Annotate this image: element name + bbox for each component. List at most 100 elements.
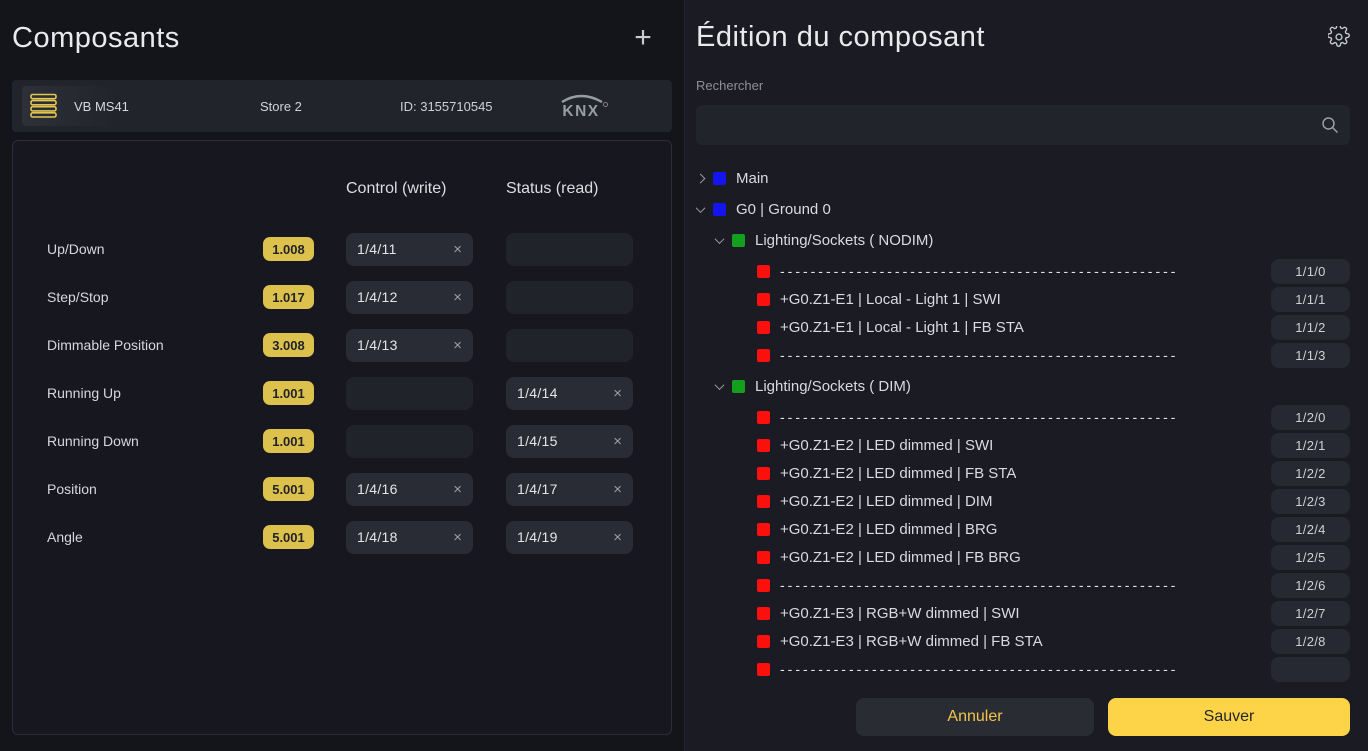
chevron-down-icon[interactable] [696, 202, 706, 213]
device-id: ID: 3155710545 [400, 98, 493, 114]
group-color-square [732, 233, 745, 247]
clear-icon[interactable]: × [453, 336, 462, 354]
control-column-header: Control (write) [346, 180, 447, 197]
chevron-down-icon[interactable] [714, 233, 725, 244]
search-box [696, 105, 1350, 145]
group-address-tree: Main G0 | Ground 0 Lighting/Sockets ( NO… [696, 161, 1350, 692]
component-list-item[interactable]: VB MS41 Store 2 ID: 3155710545 KNX [12, 80, 672, 132]
tree-group-row[interactable]: G0 | Ground 0 [696, 195, 1350, 223]
item-color-square [757, 466, 770, 480]
tree-item-row[interactable]: ----------------------------------------… [696, 403, 1350, 431]
clear-icon[interactable]: × [453, 528, 462, 546]
add-component-button[interactable]: + [626, 21, 660, 55]
clear-icon[interactable]: × [453, 480, 462, 498]
table-row: Step/Stop 1.017 1/4/12 × [47, 273, 671, 321]
tree-group-row[interactable]: Lighting/Sockets ( DIM) [696, 372, 1350, 400]
status-address-value: 1/4/17 [517, 481, 558, 497]
table-header-row: Control (write) Status (read) [47, 175, 671, 203]
group-color-square [732, 379, 745, 393]
tree-item-row[interactable]: ----------------------------------------… [696, 571, 1350, 599]
tree-item-label: ----------------------------------------… [780, 661, 1179, 677]
clear-icon[interactable]: × [453, 240, 462, 258]
tree-item-row[interactable]: +G0.Z1-E3 | RGB+W dimmed | FB STA 1/2/8 [696, 627, 1350, 655]
tree-item-row[interactable]: ----------------------------------------… [696, 257, 1350, 285]
table-row: Angle 5.001 1/4/18 × 1/4/19 × [47, 513, 671, 561]
control-address-input[interactable] [346, 424, 473, 458]
row-label: Position [47, 481, 97, 497]
chevron-right-icon[interactable] [696, 173, 706, 183]
group-address-badge [1271, 656, 1350, 682]
status-address-input[interactable]: 1/4/15 × [506, 424, 633, 458]
control-address-input[interactable]: 1/4/11 × [346, 232, 473, 266]
search-input[interactable] [696, 105, 1350, 145]
group-color-square [713, 171, 726, 185]
item-color-square [757, 522, 770, 536]
group-address-badge: 1/2/5 [1271, 544, 1350, 570]
status-address-value: 1/4/19 [517, 529, 558, 545]
tree-item-row[interactable]: ----------------------------------------… [696, 655, 1350, 683]
blinds-icon [30, 93, 57, 118]
status-address-input[interactable]: 1/4/17 × [506, 472, 633, 506]
status-address-input[interactable]: 1/4/14 × [506, 376, 633, 410]
control-address-input[interactable]: 1/4/13 × [346, 328, 473, 362]
item-color-square [757, 264, 770, 278]
control-address-input[interactable]: 1/4/18 × [346, 520, 473, 554]
tree-item-row[interactable]: ----------------------------------------… [696, 341, 1350, 369]
tree-group-row[interactable]: Main [696, 164, 1350, 192]
item-color-square [757, 578, 770, 592]
settings-button[interactable] [1328, 26, 1350, 48]
search-label: Rechercher [696, 78, 764, 93]
tree-item-row[interactable]: +G0.Z1-E2 | LED dimmed | DIM 1/2/3 [696, 487, 1350, 515]
table-body: Up/Down 1.008 1/4/11 × Step/Stop 1.017 1… [47, 225, 671, 561]
tree-item-row[interactable]: +G0.Z1-E2 | LED dimmed | SWI 1/2/1 [696, 431, 1350, 459]
cancel-button[interactable]: Annuler [856, 698, 1094, 736]
device-store: Store 2 [260, 98, 302, 114]
tree-item-row[interactable]: +G0.Z1-E2 | LED dimmed | BRG 1/2/4 [696, 515, 1350, 543]
tree-group-row[interactable]: Lighting/Sockets ( NODIM) [696, 226, 1350, 254]
search-icon[interactable] [1320, 115, 1340, 135]
svg-text:KNX: KNX [562, 103, 599, 120]
tree-item-row[interactable]: +G0.Z1-E1 | Local - Light 1 | FB STA 1/1… [696, 313, 1350, 341]
group-address-badge: 1/2/8 [1271, 628, 1350, 654]
clear-icon[interactable]: × [613, 384, 622, 402]
tree-item-row[interactable]: +G0.Z1-E2 | LED dimmed | FB STA 1/2/2 [696, 459, 1350, 487]
dpt-badge: 1.001 [263, 429, 314, 453]
control-address-input[interactable] [346, 376, 473, 410]
status-address-input[interactable] [506, 232, 633, 266]
item-color-square [757, 550, 770, 564]
table-row: Position 5.001 1/4/16 × 1/4/17 × [47, 465, 671, 513]
tree-group-label: Main [736, 169, 769, 187]
dpt-badge: 5.001 [263, 525, 314, 549]
chevron-down-icon[interactable] [714, 379, 725, 390]
control-address-input[interactable]: 1/4/12 × [346, 280, 473, 314]
group-address-badge: 1/2/0 [1271, 404, 1350, 430]
tree-item-row[interactable]: +G0.Z1-E1 | Local - Light 1 | SWI 1/1/1 [696, 285, 1350, 313]
control-address-input[interactable]: 1/4/16 × [346, 472, 473, 506]
group-address-table: Control (write) Status (read) Up/Down 1.… [12, 140, 672, 735]
device-name: VB MS41 [74, 98, 129, 114]
status-address-input[interactable]: 1/4/19 × [506, 520, 633, 554]
save-button[interactable]: Sauver [1108, 698, 1350, 736]
tree-item-row[interactable]: +G0.Z1-E3 | RGB+W dimmed | SWI 1/2/7 [696, 599, 1350, 627]
row-label: Dimmable Position [47, 337, 164, 353]
status-address-input[interactable] [506, 328, 633, 362]
control-address-value: 1/4/11 [357, 241, 397, 257]
group-address-badge: 1/1/3 [1271, 342, 1350, 368]
clear-icon[interactable]: × [453, 288, 462, 306]
control-address-value: 1/4/12 [357, 289, 398, 305]
tree-item-label: ----------------------------------------… [780, 409, 1179, 425]
tree-item-row[interactable]: +G0.Z1-E2 | LED dimmed | FB BRG 1/2/5 [696, 543, 1350, 571]
clear-icon[interactable]: × [613, 480, 622, 498]
tree-item-label: +G0.Z1-E2 | LED dimmed | SWI [780, 436, 994, 454]
group-address-badge: 1/2/4 [1271, 516, 1350, 542]
clear-icon[interactable]: × [613, 432, 622, 450]
components-header: Composants + [12, 6, 672, 70]
tree-item-label: ----------------------------------------… [780, 347, 1179, 363]
control-address-value: 1/4/16 [357, 481, 398, 497]
item-color-square [757, 662, 770, 676]
clear-icon[interactable]: × [613, 528, 622, 546]
status-address-input[interactable] [506, 280, 633, 314]
group-address-badge: 1/2/3 [1271, 488, 1350, 514]
components-title: Composants [12, 21, 180, 54]
